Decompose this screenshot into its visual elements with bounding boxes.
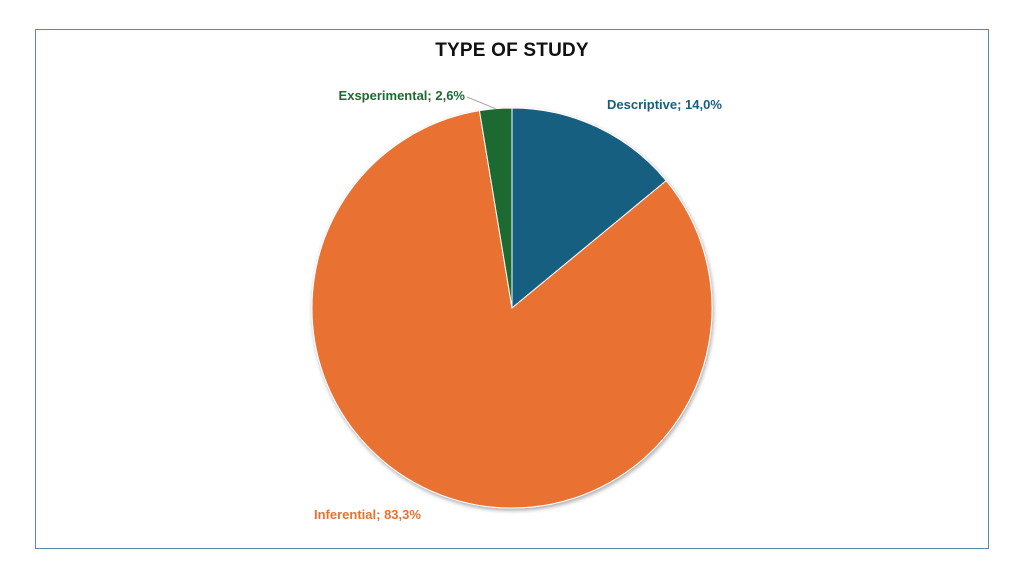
pie-slice-descriptive bbox=[511, 107, 667, 310]
label-leader-line bbox=[466, 96, 496, 110]
data-label-descriptive: Descriptive; 14,0% bbox=[607, 97, 722, 112]
chart-title: TYPE OF STUDY bbox=[435, 40, 589, 61]
data-label-exsperimental: Exsperimental; 2,6% bbox=[339, 88, 466, 103]
pie-labels: Descriptive; 14,0% Inferential; 83,3% Exsp… bbox=[314, 88, 722, 522]
pie-slice-inferential bbox=[311, 110, 713, 509]
pie-slices bbox=[311, 107, 713, 509]
data-label-inferential: Inferential; 83,3% bbox=[314, 507, 421, 522]
